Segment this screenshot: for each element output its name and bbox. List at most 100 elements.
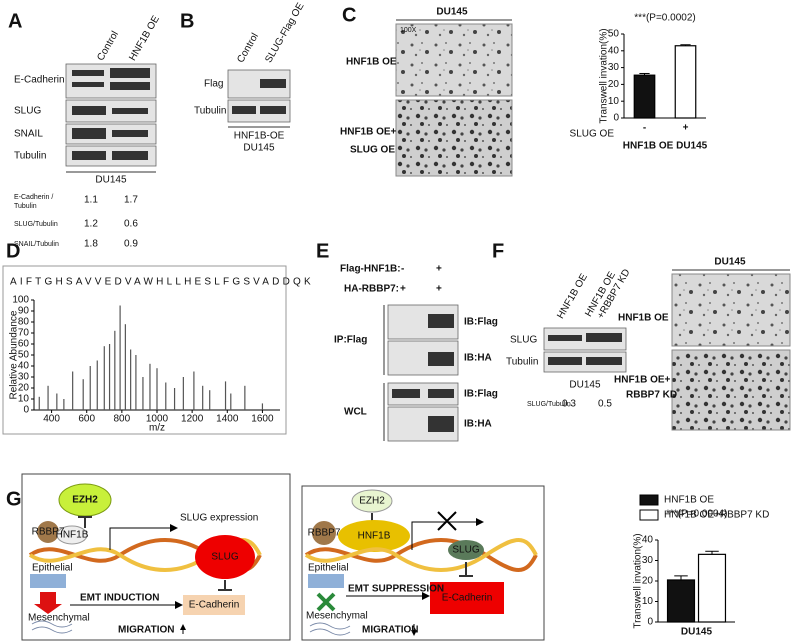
image-label: HNF1B OE: [346, 57, 397, 68]
x-tick-label: +: [683, 123, 689, 134]
x-tick-label: DU145: [681, 627, 713, 638]
row-label: SLUG: [14, 106, 41, 117]
x-tick-label: 1400: [216, 414, 239, 425]
y-tick-label: 10: [642, 596, 654, 607]
condition-label: HA-RBBP7:: [344, 284, 399, 295]
blot: [227, 69, 291, 123]
y-tick-label: 50: [18, 350, 30, 361]
ratio-value: 0.5: [598, 399, 612, 410]
y-tick-label: 100: [12, 295, 29, 306]
ratio-value: 0.9: [124, 239, 138, 250]
y-tick-label: 0: [613, 113, 619, 124]
panel-frame: [2, 265, 287, 435]
y-axis-label: Relative Abundance: [9, 310, 20, 399]
column-label: Control: [95, 29, 121, 62]
y-tick-label: 20: [642, 576, 654, 587]
label: EMT INDUCTION: [80, 593, 159, 604]
y-tick-label: 40: [642, 535, 654, 546]
bar: [666, 579, 696, 623]
label: Mesenchymal: [306, 611, 368, 622]
micrograph: [395, 23, 513, 97]
node: SLUG: [211, 552, 238, 563]
panel-letter: G: [6, 488, 22, 510]
y-tick-label: 20: [18, 383, 30, 394]
sequence-text: AIFTGHSAVVEDVAWHLLHESLFGSVADDQK: [10, 277, 314, 288]
ratio-label: E-Cadherin /: [14, 194, 53, 201]
image-label: HNF1B OE: [618, 313, 669, 324]
x-tick-label: 1000: [146, 414, 169, 425]
label: Epithelial: [308, 563, 349, 574]
lane: -: [401, 264, 404, 275]
y-tick-label: 10: [18, 394, 30, 405]
row-label: Tubulin: [194, 106, 226, 117]
magnification: 100X: [400, 27, 417, 34]
label: MIGRATION: [118, 625, 174, 636]
x-tick-label: 1600: [251, 414, 274, 425]
blot: [387, 304, 459, 442]
micrograph: [671, 349, 791, 431]
legend-swatch: [639, 509, 659, 521]
node: RBBP7: [308, 528, 341, 539]
y-axis-label: Transwell invation(%): [599, 28, 610, 123]
label: Mesenchymal: [28, 613, 90, 624]
node: E-Cadherin: [189, 600, 240, 611]
ratio-value: 0.6: [124, 219, 138, 230]
lane: +: [436, 264, 442, 275]
image-label: SLUG OE: [350, 145, 395, 156]
ratio-value: 0.3: [562, 399, 576, 410]
micrograph: [395, 99, 513, 177]
blot-label: IB:HA: [464, 353, 492, 364]
diagram: [301, 485, 545, 641]
group-label: HNF1B OE DU145: [623, 141, 708, 152]
ratio-label: SNAIL/Tubulin: [14, 241, 59, 248]
legend-swatch: [639, 494, 659, 506]
node: E-Cadherin: [442, 593, 493, 604]
footer: HNF1B-OE: [234, 131, 285, 142]
y-tick-label: 30: [608, 62, 620, 73]
condition-label: Flag-HNF1B:: [340, 264, 401, 275]
y-tick-label: 70: [18, 328, 30, 339]
ratio-value: 1.2: [84, 219, 98, 230]
sequence: AIFTGHSAVVEDVAWHLLHESLFGSVADDQK: [10, 277, 314, 288]
ratio-value: 1.1: [84, 195, 98, 206]
y-tick-label: 20: [608, 79, 620, 90]
blot-label: IB:HA: [464, 419, 492, 430]
cell-line: DU145: [714, 257, 746, 268]
row-label: SNAIL: [14, 129, 43, 140]
y-tick-label: 30: [18, 372, 30, 383]
image-label: HNF1B OE+: [340, 127, 397, 138]
cell-line: DU145: [436, 7, 468, 18]
y-tick-label: 80: [18, 317, 30, 328]
diagram: [21, 473, 291, 641]
legend-label: HNF1B OE: [664, 495, 714, 506]
micrograph: [671, 273, 791, 347]
y-tick-label: 40: [18, 361, 30, 372]
y-tick-label: 90: [18, 306, 30, 317]
panel-letter: F: [492, 240, 504, 262]
y-tick-label: 10: [608, 96, 620, 107]
panel-letter: A: [8, 10, 22, 32]
ratio-value: 1.7: [124, 195, 138, 206]
blot: [543, 327, 627, 373]
y-tick-label: 0: [647, 617, 653, 628]
lane: +: [436, 284, 442, 295]
row-label: E-Cadherin: [14, 75, 65, 86]
column-label: SLUG-Flag OE: [263, 1, 306, 65]
legend-label: HNF1B OE+RBBP7 KD: [664, 510, 769, 521]
node: RBBP7: [32, 527, 65, 538]
cell-line: DU145: [95, 175, 127, 186]
x-tick-label: 800: [114, 414, 131, 425]
y-tick-label: 50: [608, 29, 620, 40]
cell-line: DU145: [569, 380, 601, 391]
panel-letter: C: [342, 4, 356, 26]
column-label: HNF1B OE: [127, 14, 162, 63]
blot: [65, 63, 157, 167]
lane: +: [400, 284, 406, 295]
x-tick-label: 1200: [181, 414, 204, 425]
y-tick-label: 30: [642, 555, 654, 566]
row-label: Tubulin: [14, 151, 46, 162]
label: SLUG expression: [180, 513, 258, 524]
ratio-label: SLUG/Tubulin: [527, 401, 571, 408]
panel-letter: D: [6, 240, 20, 262]
